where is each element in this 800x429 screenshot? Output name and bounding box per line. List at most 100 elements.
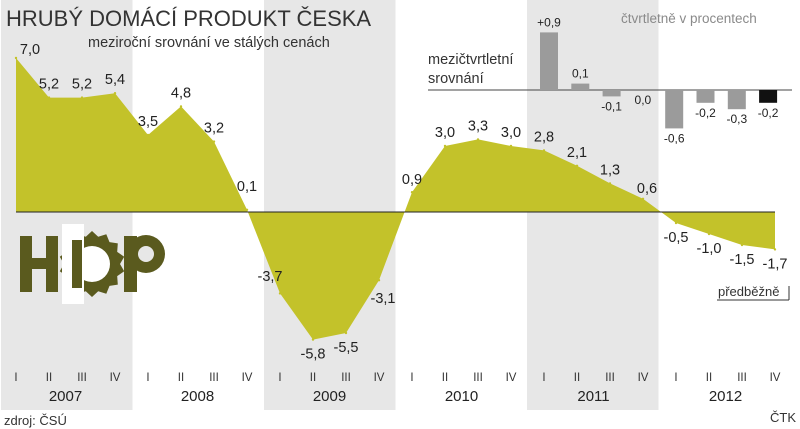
- quarter-label: IV: [506, 372, 517, 384]
- inset-bar: [665, 90, 684, 129]
- value-label: 0,9: [402, 172, 422, 188]
- year-label: 2008: [181, 388, 214, 405]
- value-label: 3,0: [435, 125, 455, 141]
- quarter-label: IV: [110, 372, 121, 384]
- data-point: [641, 197, 645, 200]
- data-point: [344, 331, 348, 335]
- data-point: [575, 164, 579, 167]
- data-point: [773, 248, 777, 251]
- quarter-label: III: [737, 372, 747, 384]
- quarter-label: III: [605, 372, 615, 384]
- quarter-label: I: [674, 372, 677, 384]
- data-point: [113, 92, 117, 95]
- value-label: 2,1: [567, 145, 587, 161]
- value-label: 7,0: [20, 42, 40, 58]
- year-label: 2009: [313, 388, 346, 405]
- quarter-label: III: [341, 372, 351, 384]
- value-label: 0,1: [237, 179, 257, 195]
- inset-bar: [602, 90, 621, 97]
- quarter-label: IV: [770, 372, 781, 384]
- value-label: -5,5: [334, 340, 359, 356]
- logo-h-bar: [20, 258, 58, 269]
- value-label: 5,2: [72, 77, 92, 93]
- value-label: -1,7: [763, 256, 788, 272]
- chart-subtitle: meziroční srovnání ve stálých cenách: [88, 35, 330, 51]
- inset-title-line1: mezičtvrtletní: [428, 52, 513, 68]
- value-label: 3,5: [138, 114, 158, 130]
- quarter-label: I: [278, 372, 281, 384]
- inset-value-label: 0,0: [635, 93, 652, 107]
- quarterly-inset: +0,9 0,1 -0,1 0,0 -0,6 -0,2 -0,3 -0,2: [428, 15, 792, 145]
- quarter-label: I: [410, 372, 413, 384]
- data-point: [410, 191, 414, 194]
- quarter-label: III: [77, 372, 87, 384]
- inset-value-label: -0,2: [758, 106, 779, 120]
- quarter-label: IV: [638, 372, 649, 384]
- inset-bar: [571, 83, 590, 90]
- quarter-label: I: [146, 372, 149, 384]
- value-label: 3,2: [204, 121, 224, 137]
- quarter-label: II: [46, 372, 52, 384]
- value-label: 3,3: [468, 118, 488, 134]
- value-labels: 7,0 5,2 5,2 5,4 3,5 4,8 3,2 0,1 -3,7 -5,8 -5,5 -3,1…: [20, 42, 788, 363]
- data-point: [608, 182, 612, 185]
- data-point: [245, 208, 249, 211]
- data-point: [707, 232, 711, 236]
- inset-value-label: +0,9: [537, 15, 561, 29]
- unit-note: čtvrtletně v procentech: [621, 11, 757, 26]
- value-label: -0,5: [664, 230, 689, 246]
- gdp-area-fill: [16, 58, 775, 340]
- data-point: [443, 144, 447, 148]
- data-point: [179, 105, 183, 108]
- quarter-label: II: [310, 372, 316, 384]
- inset-bar: [696, 90, 715, 103]
- year-label: 2007: [49, 388, 82, 405]
- inset-title-line2: srovnání: [428, 71, 484, 87]
- x-axis: I II III IV I II III IV I II III IV I II III IV I II III IV…: [14, 372, 780, 405]
- data-point: [674, 221, 678, 225]
- data-point: [278, 292, 282, 295]
- quarter-label: I: [542, 372, 545, 384]
- data-point: [311, 338, 315, 341]
- year-shade-2009: [264, 0, 396, 410]
- source-note: zdroj: ČSÚ: [4, 413, 67, 428]
- data-point: [212, 140, 216, 143]
- value-label: -3,7: [258, 269, 283, 285]
- data-point: [14, 56, 18, 60]
- quarter-label: I: [14, 372, 17, 384]
- value-label: 3,0: [501, 125, 521, 141]
- preliminary-label: předběžně: [718, 284, 779, 299]
- quarter-label: IV: [374, 372, 385, 384]
- inset-bar: [759, 90, 778, 103]
- year-label: 2010: [445, 388, 478, 405]
- data-point: [509, 144, 513, 148]
- value-label: 2,8: [534, 129, 554, 145]
- quarter-label: II: [706, 372, 712, 384]
- chart-title: HRUBÝ DOMÁCÍ PRODUKT ČESKA: [6, 6, 371, 31]
- value-label: -1,0: [697, 241, 722, 257]
- inset-value-label: -0,2: [695, 106, 716, 120]
- year-label: 2011: [577, 388, 609, 405]
- quarter-label: II: [442, 372, 448, 384]
- data-point: [377, 279, 381, 282]
- value-label: -1,5: [730, 252, 755, 268]
- value-label: 5,2: [39, 77, 59, 93]
- quarter-label: IV: [242, 372, 253, 384]
- value-label: -5,8: [301, 347, 326, 363]
- inset-value-label: 0,1: [572, 67, 589, 81]
- value-label: 0,6: [637, 181, 657, 197]
- year-label: 2012: [709, 388, 742, 405]
- inset-value-label: -0,6: [664, 131, 685, 145]
- hdp-logo: [20, 224, 165, 304]
- value-label: -3,1: [371, 291, 396, 307]
- logo-p-hole: [138, 246, 154, 262]
- data-point: [542, 149, 546, 152]
- data-point: [47, 96, 51, 99]
- quarter-label: III: [473, 372, 483, 384]
- quarter-label: II: [178, 372, 184, 384]
- inset-bar: [727, 90, 746, 110]
- quarter-label: II: [574, 372, 580, 384]
- quarter-label: III: [209, 372, 219, 384]
- data-point: [80, 96, 84, 99]
